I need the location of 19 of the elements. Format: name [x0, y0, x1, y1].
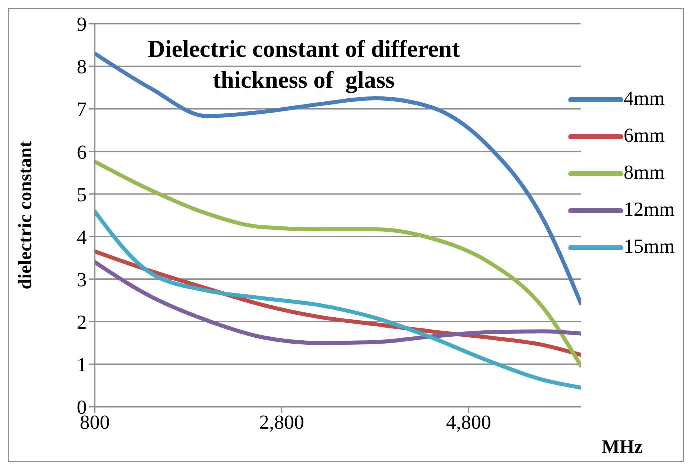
x-tick-label: 4,800: [446, 412, 492, 434]
legend-label: 4mm: [624, 88, 665, 111]
legend-label: 15mm: [624, 236, 675, 259]
legend-label: 6mm: [624, 125, 665, 148]
y-tick-label: 3: [77, 269, 87, 292]
x-tick-label: 2,800: [259, 412, 304, 434]
legend-label: 8mm: [624, 162, 665, 185]
y-tick-label: 9: [77, 14, 87, 36]
y-tick-label: 7: [77, 99, 87, 122]
legend-label: 12mm: [624, 199, 675, 222]
y-tick-label: 6: [77, 142, 87, 164]
y-tick-label: 2: [77, 312, 87, 334]
y-tick-label: 4: [77, 226, 87, 249]
y-axis-title: dielectric constant: [16, 140, 37, 290]
y-tick-label: 1: [77, 354, 87, 377]
y-tick-label: 8: [77, 56, 87, 79]
y-tick-label: 5: [77, 184, 87, 206]
x-axis-title: MHz: [602, 437, 644, 458]
text: Dielectric constant of different thickness of glass: [146, 36, 462, 96]
